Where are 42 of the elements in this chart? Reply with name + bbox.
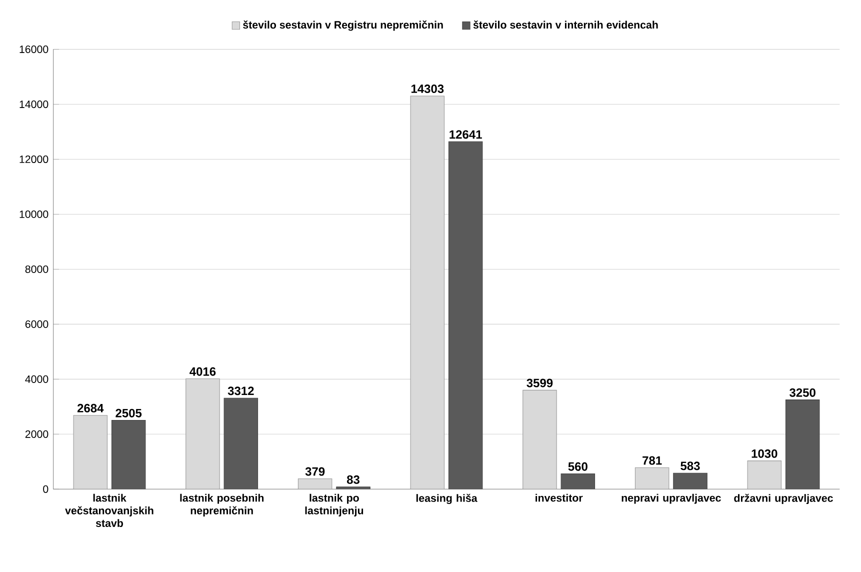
- bar: [673, 472, 708, 490]
- data-label: 781: [642, 456, 662, 465]
- y-tick-label: 8000: [25, 266, 48, 274]
- legend-label: število sestavin v internih evidencah: [473, 20, 658, 29]
- bar: [560, 474, 596, 490]
- data-label: 14303: [411, 84, 444, 94]
- bar: [336, 486, 370, 490]
- bar: [785, 400, 820, 490]
- x-tick-label: državni upravljavec: [734, 494, 833, 504]
- data-label: 12641: [450, 130, 482, 139]
- x-tick-label: lastnik posebnih nepremičnin: [180, 494, 264, 517]
- data-label: 560: [568, 462, 588, 471]
- x-tick-label: nepravi upravljavec: [622, 494, 721, 504]
- bar: [634, 468, 670, 490]
- x-tick-label: lastnik večstanovanjskih stavb: [65, 494, 154, 528]
- legend-label: število sestavin v Registru nepremičnin: [243, 20, 443, 31]
- data-label: 1030: [752, 449, 778, 458]
- y-tick-label: 6000: [25, 320, 48, 328]
- data-label: 2505: [116, 408, 142, 418]
- x-tick-label: lastnik po lastninjenju: [305, 494, 364, 517]
- data-label: 3250: [790, 388, 816, 397]
- y-tick-label: 2000: [25, 430, 48, 438]
- y-tick-label: 4000: [25, 376, 48, 384]
- data-label: 2684: [77, 404, 104, 413]
- x-tick-label: leasing hiša: [416, 494, 478, 504]
- y-tick-label: 16000: [20, 46, 48, 54]
- bar: [747, 460, 782, 490]
- y-tick-label: 10000: [20, 210, 48, 218]
- y-tick-label: 0: [43, 485, 48, 494]
- bar: [448, 141, 483, 490]
- bar: [298, 478, 332, 490]
- data-label: 83: [346, 476, 360, 484]
- y-tick-label: 14000: [20, 100, 48, 108]
- data-label: 3599: [526, 378, 553, 388]
- x-tick-label: investitor: [536, 494, 583, 502]
- y-tick-label: 12000: [20, 156, 48, 164]
- bar: [111, 420, 146, 490]
- data-label: 379: [305, 467, 325, 476]
- data-label: 583: [680, 462, 700, 470]
- data-label: 4016: [190, 367, 216, 376]
- data-label: 3312: [228, 386, 254, 396]
- bar: [224, 398, 258, 490]
